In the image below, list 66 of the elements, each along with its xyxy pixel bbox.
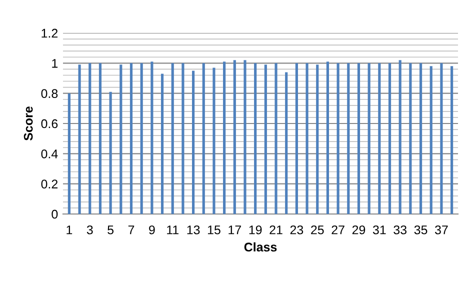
bar: [150, 62, 154, 214]
x-tick-label: 31: [372, 225, 386, 234]
x-tick-label: 23: [290, 225, 304, 234]
bar: [368, 63, 370, 214]
x-tick-label: 15: [208, 226, 220, 234]
bar: [357, 63, 360, 214]
bar: [398, 60, 402, 214]
bar: [347, 63, 350, 214]
x-tick-label: 25: [311, 225, 324, 234]
x-tick-label: 35: [414, 225, 428, 234]
bar: [160, 74, 164, 214]
x-tick-label: 3: [86, 225, 93, 234]
x-tick-label: 21: [270, 225, 282, 234]
bar: [130, 63, 133, 214]
bar: [140, 63, 143, 214]
bar: [78, 64, 81, 214]
bar: [109, 92, 112, 214]
bar: [409, 63, 412, 214]
y-tick-label: 1.2: [42, 28, 58, 38]
bar: [120, 64, 122, 214]
bar: [233, 60, 236, 214]
x-tick-label: 17: [228, 226, 241, 234]
y-axis-title: Score: [24, 106, 33, 141]
bar: [285, 72, 288, 214]
bar: [182, 63, 184, 214]
x-tick-label: 7: [128, 226, 134, 234]
x-tick-label: 11: [167, 226, 178, 234]
bar: [295, 63, 298, 214]
y-tick-label: 0: [52, 210, 58, 219]
bar: [244, 60, 246, 214]
y-tick-label: 0.2: [41, 180, 58, 188]
bar: [326, 62, 330, 214]
x-tick-label: 27: [332, 225, 344, 234]
x-axis-title: Class: [244, 242, 277, 252]
x-tick-label: 13: [187, 225, 200, 234]
bar: [274, 63, 278, 214]
bar: [192, 70, 195, 214]
bar: [98, 63, 102, 214]
bar: [212, 68, 216, 214]
bar: [88, 63, 92, 214]
x-tick-label: 5: [108, 226, 114, 234]
bar: [419, 63, 422, 214]
x-tick-label: 33: [394, 225, 406, 234]
bar: [388, 63, 392, 214]
bar: [223, 62, 226, 214]
y-tick-label: 0.4: [41, 149, 58, 158]
bar: [430, 66, 432, 214]
y-tick-label: 0.8: [41, 89, 58, 98]
bar: [440, 63, 443, 214]
bar: [316, 64, 319, 214]
y-tick-label: 0.6: [41, 119, 58, 128]
bar: [336, 63, 340, 214]
bar: [306, 63, 308, 214]
bar: [171, 63, 174, 214]
bar: [254, 63, 257, 214]
bar: [264, 64, 267, 214]
x-tick-label: 19: [249, 225, 262, 234]
y-tick-label: 1: [52, 59, 58, 68]
x-tick-label: 9: [149, 225, 155, 234]
bar: [68, 93, 70, 214]
bar: [202, 63, 205, 214]
bar: [378, 63, 381, 214]
x-tick-label: 37: [434, 225, 448, 234]
x-tick-label: 1: [66, 226, 72, 234]
x-tick-label: 29: [352, 225, 366, 234]
bar: [450, 66, 454, 214]
